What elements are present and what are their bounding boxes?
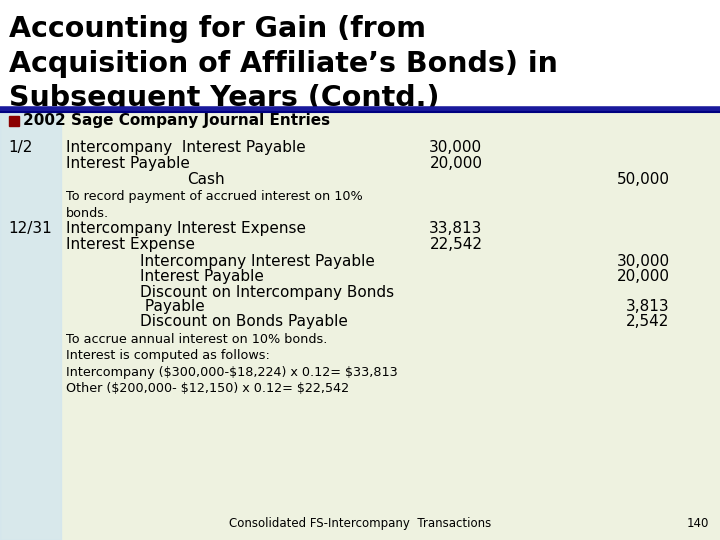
Bar bbox=[0, 113, 61, 540]
Text: Intercompany  Interest Payable: Intercompany Interest Payable bbox=[66, 140, 306, 156]
Text: 30,000: 30,000 bbox=[429, 140, 482, 156]
Text: Interest Payable: Interest Payable bbox=[140, 269, 264, 284]
Text: 140: 140 bbox=[687, 517, 709, 530]
Text: Discount on Bonds Payable: Discount on Bonds Payable bbox=[140, 314, 348, 329]
Text: Cash: Cash bbox=[187, 172, 225, 187]
Text: To record payment of accrued interest on 10%
bonds.: To record payment of accrued interest on… bbox=[66, 190, 363, 220]
Text: 1/2: 1/2 bbox=[9, 140, 33, 156]
Text: 50,000: 50,000 bbox=[616, 172, 670, 187]
Text: To accrue annual interest on 10% bonds.: To accrue annual interest on 10% bonds. bbox=[66, 333, 328, 346]
Text: Discount on Intercompany Bonds: Discount on Intercompany Bonds bbox=[140, 285, 395, 300]
Text: 2002 Sage Company Journal Entries: 2002 Sage Company Journal Entries bbox=[23, 113, 330, 129]
Text: Accounting for Gain (from: Accounting for Gain (from bbox=[9, 15, 426, 43]
Text: Payable: Payable bbox=[140, 299, 205, 314]
Text: Consolidated FS-Intercompany  Transactions: Consolidated FS-Intercompany Transaction… bbox=[229, 517, 491, 530]
Bar bbox=[0, 113, 720, 540]
Text: 20,000: 20,000 bbox=[429, 156, 482, 171]
Text: 12/31: 12/31 bbox=[9, 221, 53, 237]
Text: Intercompany ($300,000-$18,224) x 0.12= $33,813: Intercompany ($300,000-$18,224) x 0.12= … bbox=[66, 366, 398, 379]
Text: 30,000: 30,000 bbox=[616, 254, 670, 269]
Bar bbox=[9, 116, 19, 126]
Text: Subsequent Years (Contd.): Subsequent Years (Contd.) bbox=[9, 84, 439, 112]
Text: 2,542: 2,542 bbox=[626, 314, 670, 329]
Text: Intercompany Interest Payable: Intercompany Interest Payable bbox=[140, 254, 375, 269]
Text: 22,542: 22,542 bbox=[429, 237, 482, 252]
Text: Interest Expense: Interest Expense bbox=[66, 237, 195, 252]
Text: 3,813: 3,813 bbox=[626, 299, 670, 314]
Bar bbox=[0, 0, 720, 113]
Text: 33,813: 33,813 bbox=[429, 221, 482, 237]
Text: Interest Payable: Interest Payable bbox=[66, 156, 190, 171]
Text: Interest is computed as follows:: Interest is computed as follows: bbox=[66, 349, 270, 362]
Text: 20,000: 20,000 bbox=[616, 269, 670, 284]
Text: Other ($200,000- $12,150) x 0.12= $22,542: Other ($200,000- $12,150) x 0.12= $22,54… bbox=[66, 382, 349, 395]
Text: Acquisition of Affiliate’s Bonds) in: Acquisition of Affiliate’s Bonds) in bbox=[9, 50, 557, 78]
Text: Intercompany Interest Expense: Intercompany Interest Expense bbox=[66, 221, 306, 237]
